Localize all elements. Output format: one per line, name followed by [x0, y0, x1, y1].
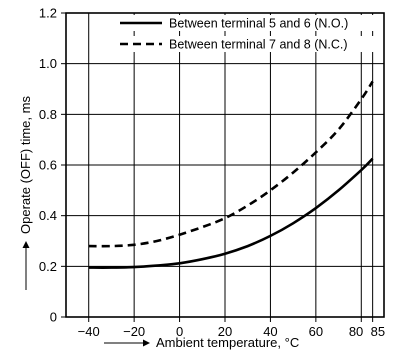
- legend-label-1: Between terminal 5 and 6 (N.O.): [169, 17, 348, 31]
- series-line-1: [88, 157, 374, 269]
- y-axis-arrow-head: [22, 241, 30, 248]
- legend-background: [116, 36, 378, 52]
- x-tick-label: 85: [371, 324, 385, 339]
- y-axis-title: Operate (OFF) time, ms: [18, 96, 33, 290]
- legend-label-2: Between terminal 7 and 8 (N.C.): [169, 38, 348, 52]
- y-tick-label: 0.4: [39, 208, 57, 223]
- x-axis-arrow-head: [143, 339, 150, 347]
- tick-labels: −40 −20 0 20 40 60 80 85 0 0.2 0.4 0.6 0.8 1.0 1.2: [39, 6, 385, 340]
- x-tick-label: 20: [218, 324, 232, 339]
- y-tick-label: 0: [50, 310, 57, 325]
- x-axis-label: Ambient temperature, °C: [156, 335, 299, 350]
- x-tick-label: 0: [176, 324, 183, 339]
- grid: [66, 13, 384, 317]
- x-tick-label: 40: [263, 324, 277, 339]
- y-tick-label: 0.2: [39, 259, 57, 274]
- y-tick-label: 0.6: [39, 158, 57, 173]
- x-tick-label: 60: [309, 324, 323, 339]
- series-lines: [88, 80, 374, 269]
- series-line-2: [88, 80, 374, 248]
- y-axis-label: Operate (OFF) time, ms: [18, 96, 33, 234]
- legend: Between terminal 5 and 6 (N.O.) Between t…: [116, 15, 378, 52]
- x-tick-label: −20: [123, 324, 145, 339]
- y-tick-label: 1.0: [39, 56, 57, 71]
- x-tick-label: 80: [349, 324, 363, 339]
- legend-background: [116, 15, 378, 31]
- y-tick-label: 0.8: [39, 107, 57, 122]
- x-tick-label: −40: [78, 324, 100, 339]
- y-tick-label: 1.2: [39, 6, 57, 21]
- x-axis-title: Ambient temperature, °C: [104, 335, 299, 350]
